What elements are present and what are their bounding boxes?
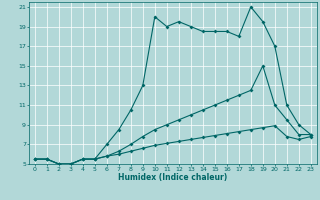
X-axis label: Humidex (Indice chaleur): Humidex (Indice chaleur): [118, 173, 228, 182]
